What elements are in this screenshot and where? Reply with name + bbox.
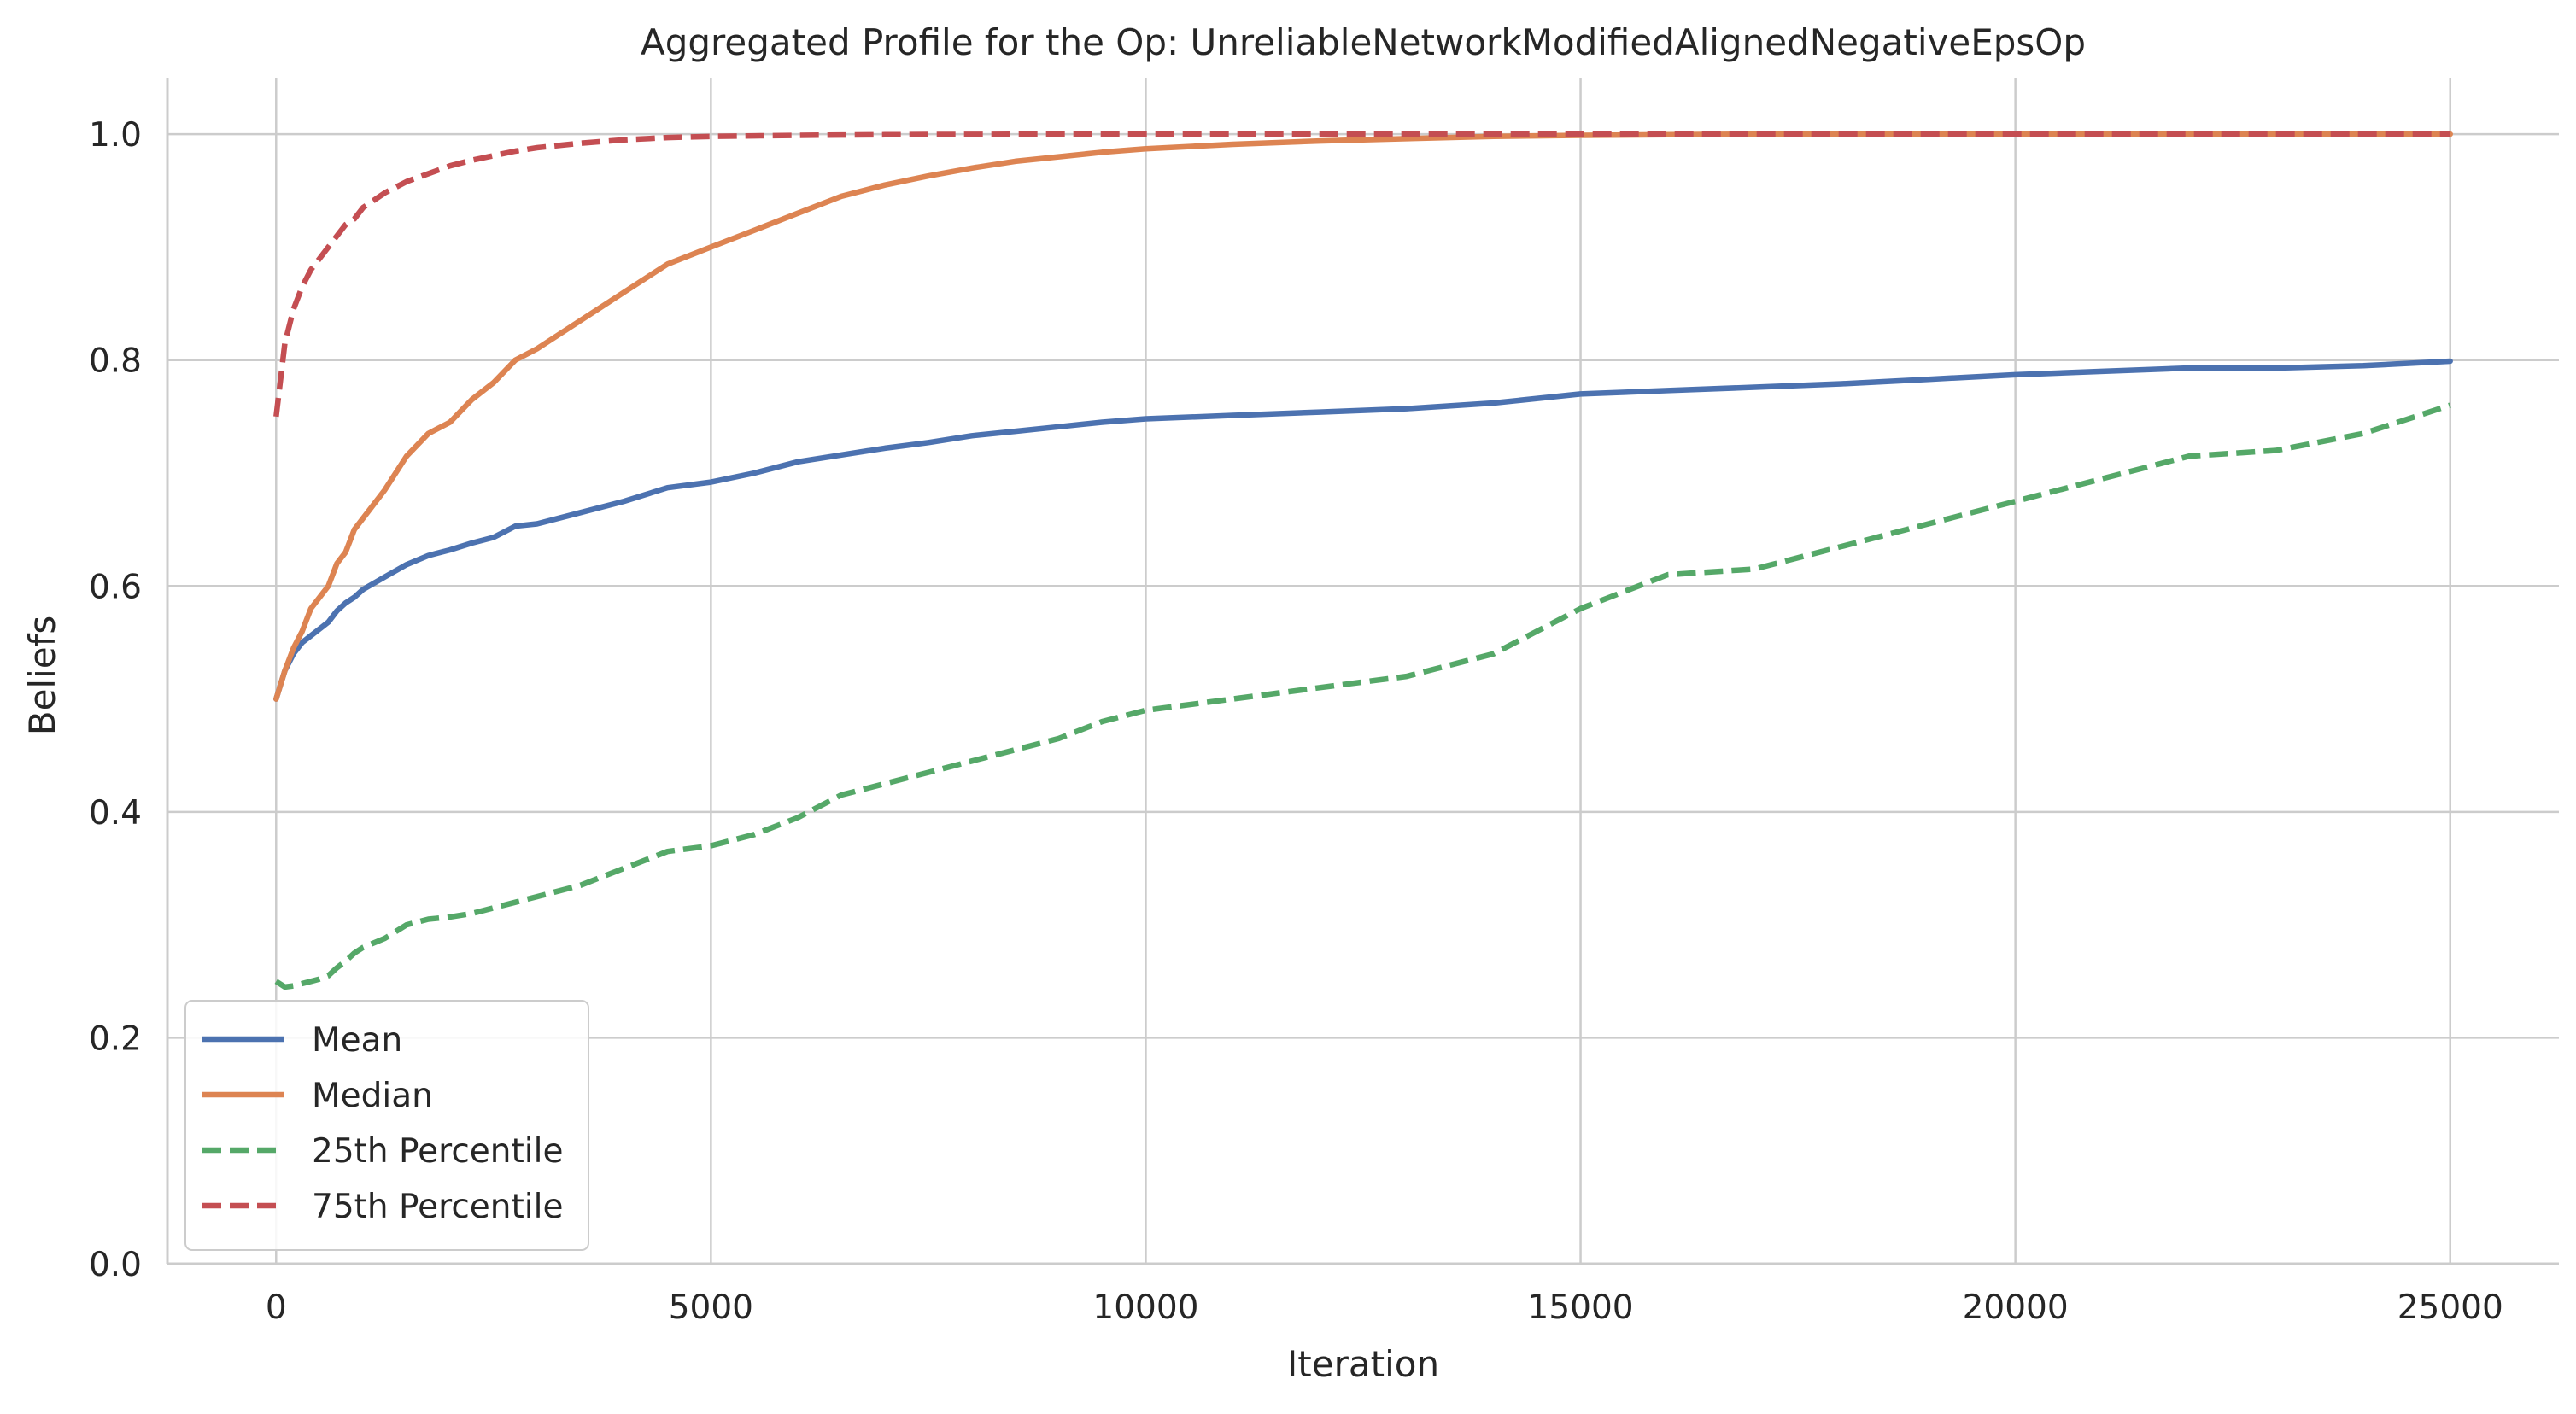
legend-item-median: Median: [202, 1077, 433, 1115]
y-tick-label: 1.0: [89, 116, 142, 155]
y-tick-label: 0.2: [89, 1020, 142, 1058]
y-axis-title: Beliefs: [21, 616, 63, 736]
series-line-25th-percentile: [274, 402, 2451, 990]
x-tick-label: 15000: [1528, 1288, 1634, 1327]
y-tick-label: 0.4: [89, 794, 142, 833]
series-line-75th-percentile: [273, 131, 2450, 418]
legend: Mean Median 25th Percentile 75th Percentile: [184, 1000, 589, 1251]
x-axis-title: Iteration: [1287, 1343, 1439, 1385]
legend-label: 25th Percentile: [312, 1132, 563, 1171]
legend-label: 75th Percentile: [312, 1188, 563, 1226]
y-tick-label: 0.0: [89, 1246, 142, 1284]
y-tick-label: 0.6: [89, 568, 142, 606]
x-tick-label: 25000: [2397, 1288, 2503, 1327]
x-tick-label: 20000: [1963, 1288, 2069, 1327]
legend-item-mean: Mean: [202, 1021, 402, 1060]
x-tick-label: 5000: [669, 1288, 753, 1327]
tick-labels: 0 5000 10000 15000 20000 25000 0.0 0.2 0.4 0.6 0.8…: [89, 116, 2503, 1327]
series-lines: [273, 131, 2453, 990]
legend-box: [184, 1000, 589, 1251]
legend-item-75th-percentile: 75th Percentile: [202, 1188, 563, 1226]
chart-title: Aggregated Profile for the Op: Unreliabl…: [641, 21, 2086, 63]
legend-item-25th-percentile: 25th Percentile: [202, 1132, 563, 1171]
y-tick-label: 0.8: [89, 342, 142, 381]
series-line-mean: [273, 358, 2453, 702]
legend-label: Median: [312, 1077, 433, 1115]
axis-spines: [166, 78, 2559, 1265]
x-tick-label: 0: [266, 1288, 287, 1327]
x-tick-label: 10000: [1092, 1288, 1198, 1327]
legend-label: Mean: [312, 1021, 402, 1060]
